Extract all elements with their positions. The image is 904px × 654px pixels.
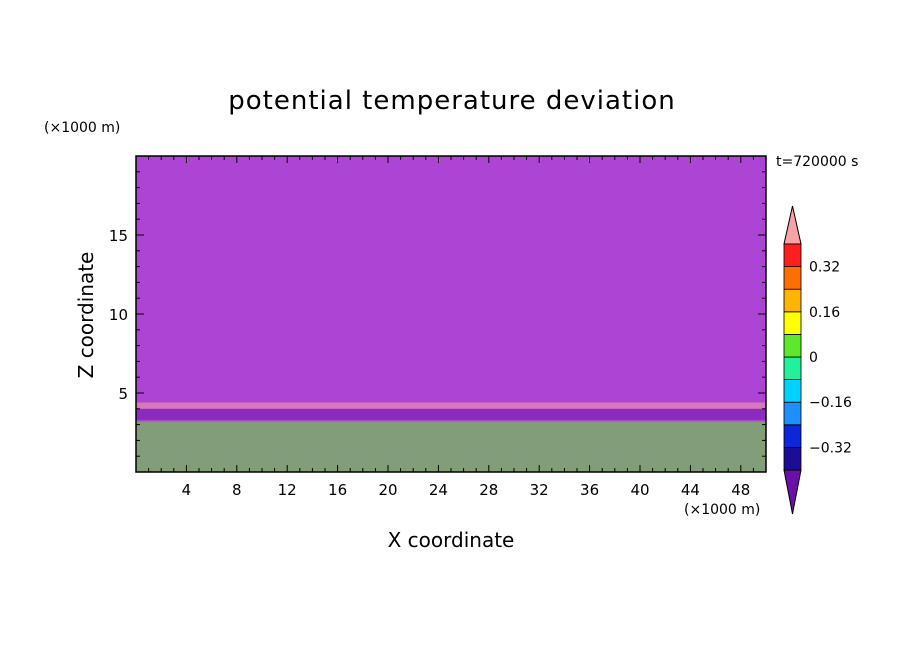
colorbar-band	[783, 356, 802, 381]
colorbar-tick-label: 0.32	[809, 260, 840, 276]
heatmap-field	[136, 156, 766, 472]
colorbar-tick-label: 0.16	[809, 305, 840, 321]
colorbar-band	[783, 311, 802, 335]
z-tick-label: 15	[109, 227, 128, 245]
z-tick-label: 10	[109, 306, 128, 324]
x-tick-label: 44	[681, 481, 700, 499]
colorbar-tick-label: −0.32	[809, 440, 852, 456]
x-tick-label: 8	[232, 481, 242, 499]
colorbar-band	[783, 424, 802, 448]
time-annotation: t=720000 s	[776, 154, 859, 170]
x-tick-label: 16	[328, 481, 347, 499]
colorbar-tick-label: 0	[809, 350, 818, 366]
x-tick-label: 4	[182, 481, 192, 499]
x-tick-label: 20	[378, 481, 397, 499]
x-axis-label: X coordinate	[387, 528, 515, 552]
x-tick-label: 28	[479, 481, 498, 499]
x-tick-label: 40	[630, 481, 649, 499]
z-axis: 5 10 15	[109, 171, 766, 457]
x-axis: 4 8 12 16 20 24 28 32 36 40 44 48	[148, 156, 754, 499]
colorbar-band	[783, 401, 802, 426]
x-axis-units-note: (×1000 m)	[684, 502, 761, 518]
z-axis-units-note: (×1000 m)	[44, 120, 121, 136]
colorbar-band	[783, 333, 802, 358]
colorbar-extend-min	[783, 469, 802, 515]
x-tick-label: 32	[530, 481, 549, 499]
colorbar-tick-label: −0.16	[809, 395, 852, 411]
x-tick-label: 12	[278, 481, 297, 499]
colorbar-band	[783, 288, 802, 313]
heatmap-layer-lower	[136, 421, 766, 472]
heatmap-inversion-band-top	[136, 402, 766, 409]
z-tick-label: 5	[118, 385, 128, 403]
colorbar: 0.32 0.16 0 −0.16 −0.32	[783, 205, 852, 515]
chart-title: potential temperature deviation	[228, 86, 676, 116]
x-tick-label: 36	[580, 481, 599, 499]
colorbar-band	[783, 243, 802, 268]
x-tick-label: 48	[731, 481, 750, 499]
heatmap-inversion-band	[136, 408, 766, 420]
colorbar-band	[783, 379, 802, 403]
colorbar-band	[783, 266, 802, 290]
colorbar-band	[783, 446, 802, 471]
colorbar-extend-max	[783, 205, 802, 245]
x-tick-label: 24	[429, 481, 448, 499]
